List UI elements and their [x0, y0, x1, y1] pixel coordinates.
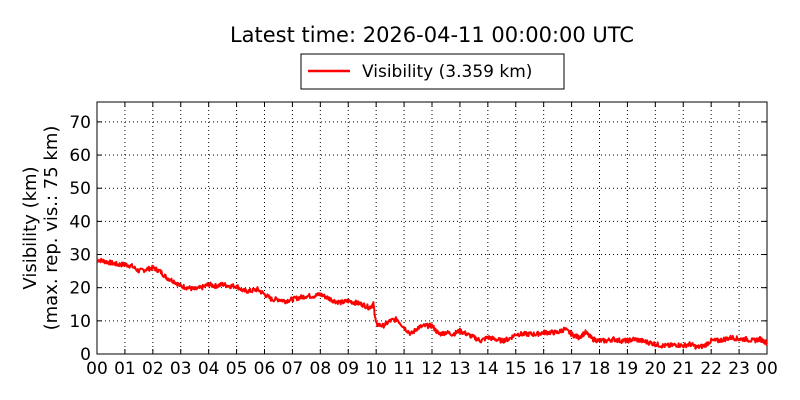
grid: [97, 102, 767, 354]
x-tick-label: 09: [337, 359, 359, 379]
y-tick-label: 30: [69, 246, 91, 266]
legend: Visibility (3.359 km): [300, 53, 565, 90]
x-tick-label: 17: [561, 359, 583, 379]
axes: [96, 101, 768, 355]
y-axis-label: Visibility (km): [20, 166, 41, 289]
y-axis-label-secondary: (max. rep. vis.: 75 km): [41, 126, 62, 331]
x-tick-label: 13: [449, 359, 471, 379]
visibility-series-line: [96, 257, 768, 350]
x-tick-label: 08: [310, 359, 332, 379]
y-tick-label: 20: [69, 279, 91, 299]
y-tick-label: 50: [69, 179, 91, 199]
y-tick-labels: 0 10 20 30 40 50 60 70: [69, 113, 91, 365]
y-tick-label: 0: [80, 345, 91, 365]
x-tick-label: 04: [198, 359, 220, 379]
x-tick-label: 18: [589, 359, 611, 379]
x-tick-label: 23: [728, 359, 750, 379]
x-tick-label: 02: [142, 359, 164, 379]
y-tick-label: 70: [69, 113, 91, 133]
x-tick-label: 22: [700, 359, 722, 379]
x-tick-labels: 00 01 02 03 04 05 06 07 08 09 10 11 12 13 14 15 16 17 18 19…: [86, 359, 778, 379]
x-tick-label: 00: [756, 359, 778, 379]
legend-label: Visibility (3.359 km): [362, 62, 532, 82]
x-tick-label: 19: [617, 359, 639, 379]
x-tick-label: 14: [477, 359, 499, 379]
x-tick-label: 01: [114, 359, 136, 379]
x-tick-label: 05: [226, 359, 248, 379]
x-tick-label: 07: [282, 359, 304, 379]
y-tick-label: 60: [69, 146, 91, 166]
x-tick-label: 00: [86, 359, 108, 379]
y-tick-label: 40: [69, 212, 91, 232]
x-tick-label: 12: [421, 359, 443, 379]
x-tick-label: 15: [505, 359, 527, 379]
x-tick-label: 10: [365, 359, 387, 379]
series-layer: [96, 257, 768, 350]
chart-title: Latest time: 2026-04-11 00:00:00 UTC: [230, 23, 634, 47]
x-tick-label: 06: [254, 359, 276, 379]
x-tick-label: 11: [393, 359, 415, 379]
x-tick-label: 21: [672, 359, 694, 379]
plot-frame: [96, 101, 768, 355]
x-tick-label: 03: [170, 359, 192, 379]
x-tick-label: 20: [645, 359, 667, 379]
y-tick-label: 10: [69, 312, 91, 332]
x-tick-label: 16: [533, 359, 555, 379]
